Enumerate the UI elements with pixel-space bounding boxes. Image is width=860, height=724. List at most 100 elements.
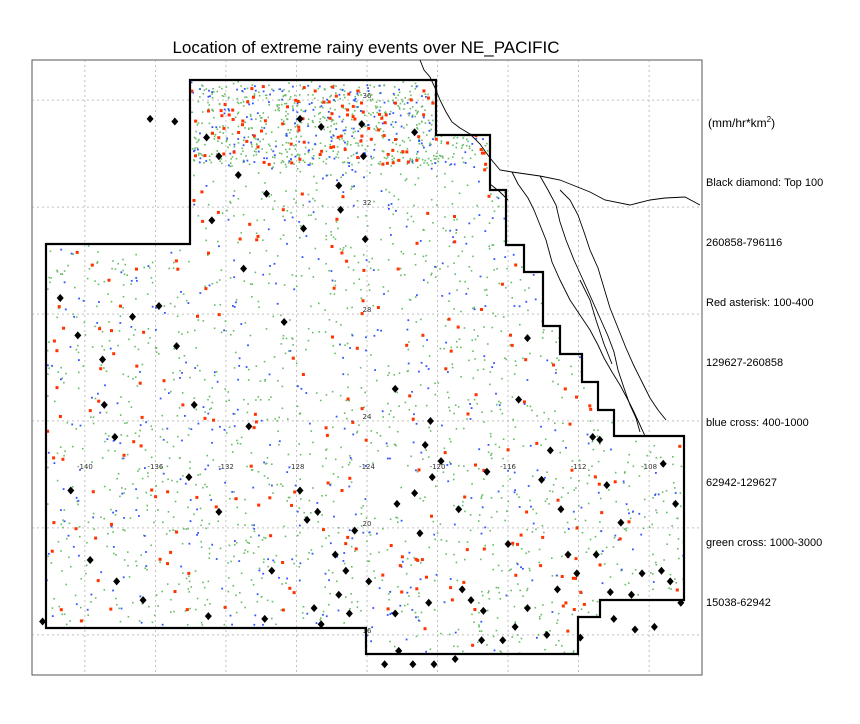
green-cross-point xyxy=(583,387,585,389)
green-cross-point xyxy=(147,472,149,474)
blue-cross-point xyxy=(441,424,443,427)
green-cross-point xyxy=(265,328,268,330)
green-cross-point xyxy=(264,380,266,382)
blue-cross-point xyxy=(356,92,359,95)
red-asterisk-point xyxy=(482,151,486,155)
blue-cross-point xyxy=(199,88,201,90)
green-cross-point xyxy=(317,521,320,523)
red-asterisk-point xyxy=(194,119,198,123)
green-cross-point xyxy=(295,554,298,557)
green-cross-point xyxy=(188,580,191,583)
green-cross-point xyxy=(189,607,191,610)
blue-cross-point xyxy=(211,126,214,128)
blue-cross-point xyxy=(180,565,182,568)
green-cross-point xyxy=(280,103,283,106)
green-cross-point xyxy=(235,298,238,301)
green-cross-point xyxy=(239,443,242,445)
legend-entry: Black diamond: Top 100 xyxy=(706,177,824,189)
green-cross-point xyxy=(320,101,323,104)
blue-cross-point xyxy=(514,489,516,491)
blue-cross-point xyxy=(349,457,352,459)
green-cross-point xyxy=(207,254,209,256)
blue-cross-point xyxy=(640,533,643,536)
green-cross-point xyxy=(347,463,350,466)
green-cross-point xyxy=(415,635,418,638)
green-cross-point xyxy=(248,127,250,130)
green-cross-point xyxy=(261,577,263,579)
red-asterisk-point xyxy=(575,526,579,530)
green-cross-point xyxy=(323,88,326,90)
green-cross-point xyxy=(414,88,417,90)
red-asterisk-point xyxy=(249,464,253,468)
green-cross-point xyxy=(133,334,135,336)
green-cross-point xyxy=(155,594,158,596)
green-cross-point xyxy=(500,497,503,499)
green-cross-point xyxy=(110,508,112,511)
green-cross-point xyxy=(350,188,352,190)
red-asterisk-point xyxy=(256,145,260,149)
green-cross-point xyxy=(562,422,564,425)
blue-cross-point xyxy=(381,122,384,125)
green-cross-point xyxy=(466,470,469,472)
blue-cross-point xyxy=(531,579,534,582)
red-asterisk-point xyxy=(332,286,336,290)
blue-cross-point xyxy=(221,587,224,590)
green-cross-point xyxy=(396,391,398,394)
green-cross-point xyxy=(678,557,680,560)
blue-cross-point xyxy=(415,469,417,472)
red-asterisk-point xyxy=(291,356,295,360)
green-cross-point xyxy=(419,497,422,500)
green-cross-point xyxy=(337,476,339,478)
green-cross-point xyxy=(504,357,506,359)
green-cross-point xyxy=(357,216,359,218)
green-cross-point xyxy=(422,255,425,258)
red-asterisk-point xyxy=(401,150,405,154)
blue-cross-point xyxy=(286,242,288,245)
green-cross-point xyxy=(356,600,359,603)
green-cross-point xyxy=(454,273,456,275)
green-cross-point xyxy=(289,319,291,321)
green-cross-point xyxy=(625,527,627,530)
blue-cross-point xyxy=(337,609,340,612)
green-cross-point xyxy=(442,157,444,159)
longitude-label: -112 xyxy=(571,463,587,471)
green-cross-point xyxy=(234,116,237,119)
green-cross-point xyxy=(117,262,119,265)
blue-cross-point xyxy=(60,509,62,511)
green-cross-point xyxy=(655,509,657,512)
blue-cross-point xyxy=(503,217,506,220)
green-cross-point xyxy=(203,89,206,91)
green-cross-point xyxy=(501,412,504,415)
green-cross-point xyxy=(208,547,211,550)
green-cross-point xyxy=(519,589,521,592)
green-cross-point xyxy=(135,560,137,563)
green-cross-point xyxy=(503,240,506,243)
green-cross-point xyxy=(75,316,78,318)
green-cross-point xyxy=(191,148,194,150)
green-cross-point xyxy=(233,190,236,192)
green-cross-point xyxy=(173,347,175,350)
blue-cross-point xyxy=(367,87,369,89)
green-cross-point xyxy=(402,81,405,83)
blue-cross-point xyxy=(298,221,301,223)
green-cross-point xyxy=(282,161,285,163)
green-cross-point xyxy=(78,371,80,374)
blue-cross-point xyxy=(308,200,311,203)
blue-cross-point xyxy=(366,634,369,637)
green-cross-point xyxy=(87,521,90,524)
blue-cross-point xyxy=(363,152,366,154)
blue-cross-point xyxy=(344,141,346,144)
green-cross-point xyxy=(452,478,455,481)
green-cross-point xyxy=(492,312,494,315)
red-asterisk-point xyxy=(109,607,113,611)
red-asterisk-point xyxy=(298,157,302,161)
green-cross-point xyxy=(399,267,402,270)
green-cross-point xyxy=(463,327,466,329)
red-asterisk-point xyxy=(345,259,349,263)
green-cross-point xyxy=(247,379,250,381)
green-cross-point xyxy=(249,334,252,337)
red-asterisk-point xyxy=(516,542,519,546)
blue-cross-point xyxy=(307,164,310,166)
green-cross-point xyxy=(200,540,202,543)
green-cross-point xyxy=(56,270,59,273)
